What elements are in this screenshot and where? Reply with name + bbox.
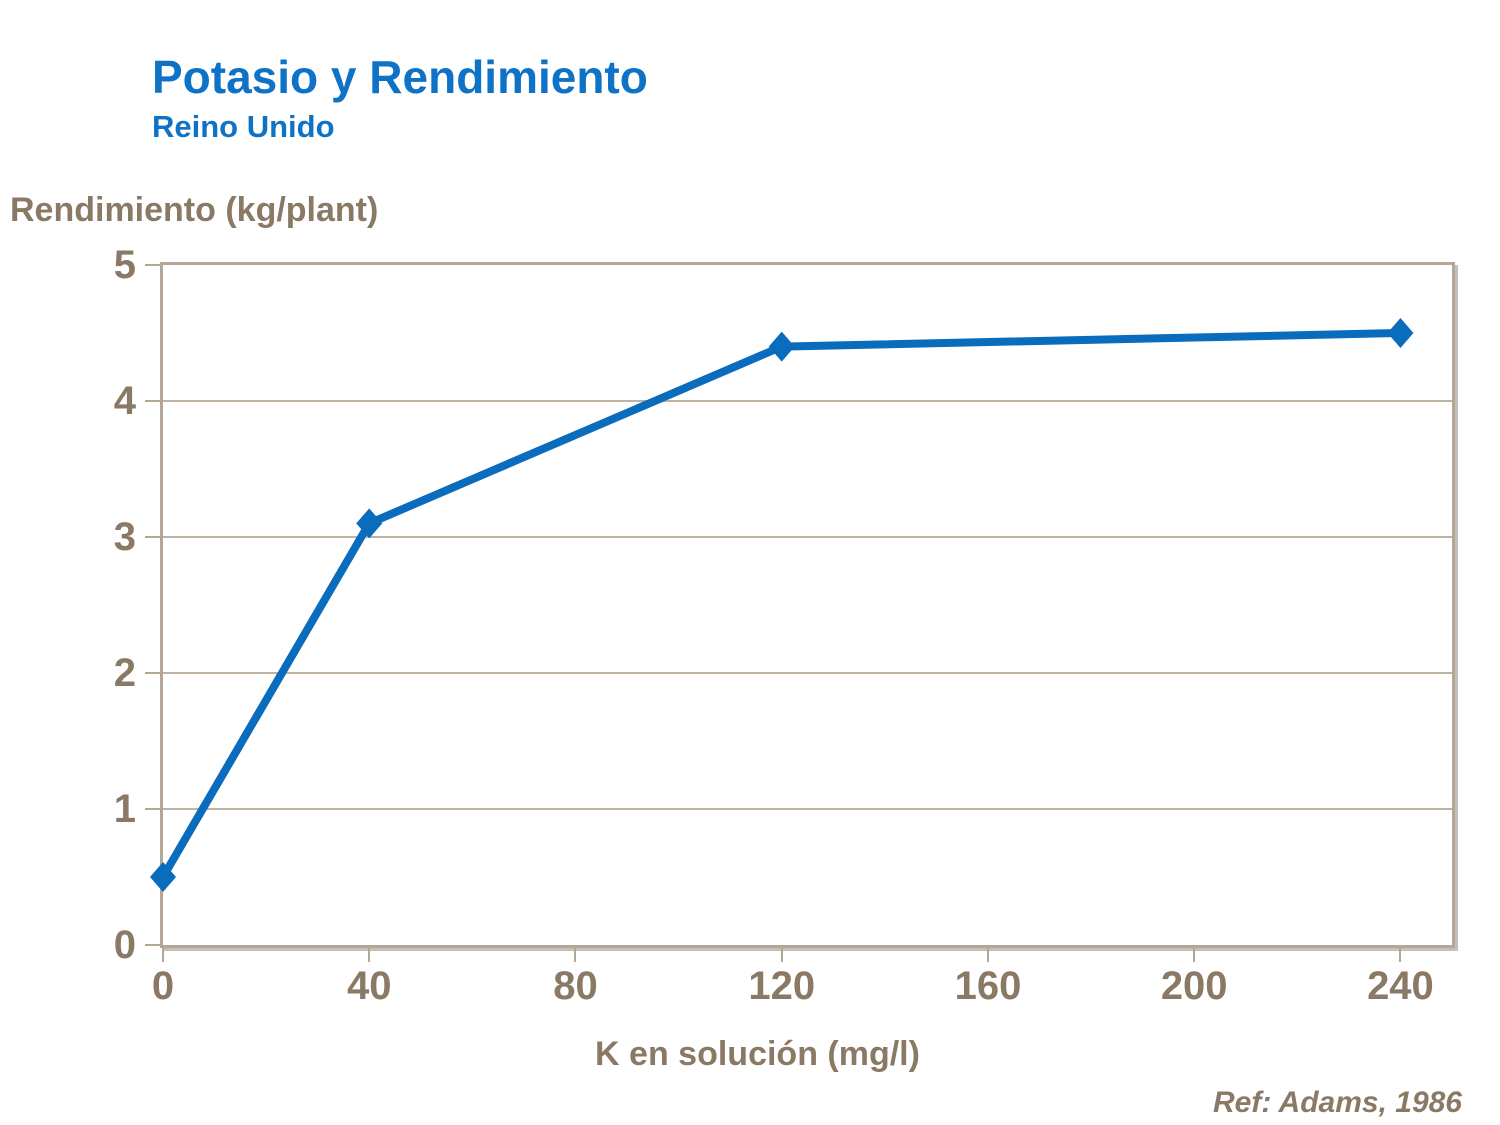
y-tick-mark <box>145 400 160 402</box>
y-tick-label: 0 <box>113 923 136 967</box>
y-tick-mark <box>145 264 160 266</box>
x-tick-label: 0 <box>151 964 175 1008</box>
chart-subtitle: Reino Unido <box>152 109 335 144</box>
x-tick-label: 40 <box>346 964 392 1008</box>
y-tick-mark <box>145 808 160 810</box>
y-tick-mark <box>145 672 160 674</box>
data-point-marker-120 <box>768 331 795 362</box>
y-tick-label: 1 <box>113 787 136 831</box>
chart-title: Potasio y Rendimiento <box>152 51 648 103</box>
y-tick-mark <box>145 944 160 946</box>
x-tick-label: 80 <box>553 964 598 1008</box>
gridline-y2 <box>163 672 1452 674</box>
x-tick-mark <box>368 948 371 962</box>
y-tick-label: 4 <box>113 379 136 423</box>
x-tick-label: 160 <box>954 964 1022 1008</box>
y-tick-mark <box>145 536 160 538</box>
x-tick-mark <box>162 948 164 962</box>
data-point-marker-0 <box>150 862 176 892</box>
x-tick-mark <box>780 948 783 962</box>
x-tick-mark <box>986 948 989 962</box>
gridline-y3 <box>163 536 1452 538</box>
series-line <box>159 329 1401 880</box>
data-point-marker-40 <box>356 508 383 539</box>
y-axis-title: Rendimiento (kg/plant) <box>10 191 379 229</box>
y-tick-label: 5 <box>113 243 136 287</box>
gridline-y1 <box>163 808 1452 810</box>
x-tick-label: 240 <box>1367 964 1434 1008</box>
gridline-y4 <box>163 400 1452 402</box>
plot-area <box>150 262 1455 948</box>
x-axis-title: K en solución (mg/l) <box>595 1035 920 1073</box>
x-tick-label: 200 <box>1160 964 1228 1008</box>
x-tick-mark <box>574 948 577 962</box>
data-point-marker-240 <box>1387 318 1414 348</box>
reference-text: Ref: Adams, 1986 <box>1213 1086 1462 1119</box>
line-series <box>150 318 1414 892</box>
y-tick-label: 2 <box>113 651 136 695</box>
x-tick-mark <box>1193 948 1196 962</box>
x-tick-mark <box>1399 948 1402 962</box>
x-tick-label: 120 <box>748 964 816 1008</box>
y-tick-label: 3 <box>113 515 136 559</box>
